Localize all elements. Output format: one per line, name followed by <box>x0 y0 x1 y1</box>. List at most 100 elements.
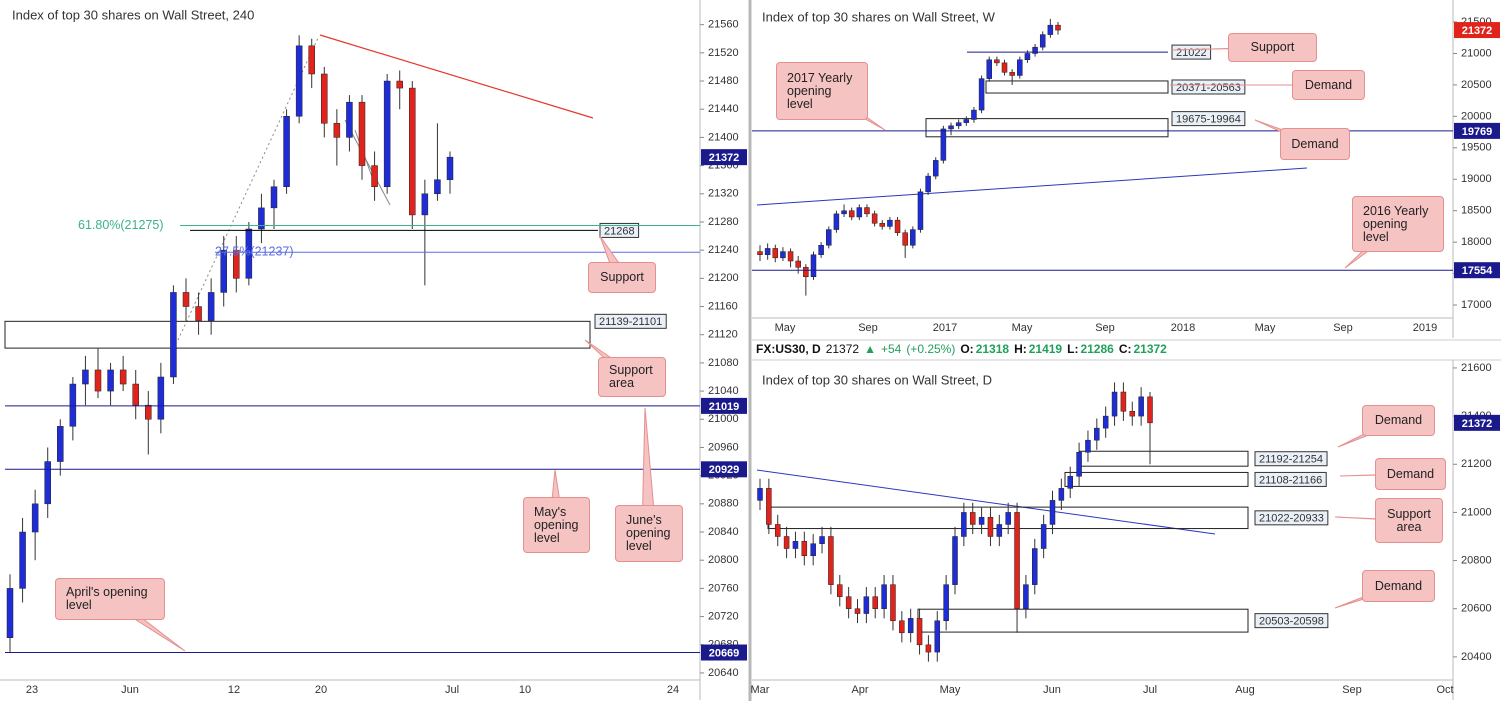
level-label-box <box>1171 111 1246 127</box>
candle-body <box>409 87 416 216</box>
candle-body <box>943 584 949 622</box>
candle-body <box>1058 488 1065 501</box>
price-label: 19769 <box>1462 126 1493 138</box>
x-tick-label: Mar <box>751 684 770 696</box>
candle-body <box>932 160 939 177</box>
y-tick-label: 20960 <box>708 441 739 453</box>
price-label: 20669 <box>709 647 740 659</box>
header-text: ▲ <box>864 342 876 356</box>
y-tick-label: 21400 <box>708 131 739 143</box>
candle-body <box>766 488 772 525</box>
y-tick-label: 18000 <box>1461 236 1492 248</box>
candle-body <box>955 122 962 127</box>
callout: Support <box>588 262 656 293</box>
x-tick-label: May <box>775 322 796 334</box>
header-text: (+0.25%) <box>906 342 955 356</box>
candle-body <box>803 267 809 277</box>
candle-body <box>170 292 177 378</box>
callout: Support area <box>1375 498 1443 543</box>
y-tick-label: 21440 <box>708 103 739 115</box>
candle-body <box>69 383 77 427</box>
candle-body <box>819 536 825 544</box>
candle-body <box>295 45 303 117</box>
y-tick-label: 21040 <box>708 385 739 397</box>
price-label: 21372 <box>709 152 740 164</box>
level-label: 20503-20598 <box>1259 616 1324 628</box>
candle-body <box>1017 59 1023 76</box>
candle-body <box>6 588 14 638</box>
x-tick-label: 2018 <box>1171 322 1195 334</box>
candle-body <box>1076 451 1082 477</box>
y-tick-label: 21000 <box>1461 506 1492 518</box>
candle-body <box>994 59 1000 64</box>
callout: Demand <box>1280 128 1350 160</box>
x-tick-label: Jun <box>1043 684 1061 696</box>
level-label: 21192-21254 <box>1259 454 1323 466</box>
candle-body <box>396 80 403 89</box>
candle-body <box>757 251 763 255</box>
header-text: FX:US30, D <box>756 342 821 356</box>
candle-body <box>792 541 799 549</box>
header-text: 21419 <box>1029 342 1063 356</box>
price-label-box <box>701 461 747 478</box>
price-label: 17554 <box>1462 265 1493 277</box>
x-tick-label: 10 <box>519 684 531 696</box>
candle-body <box>864 207 870 215</box>
callout: 2016 Yearly opening level <box>1352 196 1444 252</box>
x-tick-label: May <box>1255 322 1276 334</box>
y-tick-label: 21120 <box>708 329 738 341</box>
fib-line <box>177 37 319 341</box>
candle-body <box>894 219 901 233</box>
trendline <box>756 167 1308 206</box>
candle-body <box>925 644 932 653</box>
callout: Support area <box>598 357 666 397</box>
candle-body <box>925 175 931 193</box>
candle-body <box>902 232 908 246</box>
x-tick-label: 23 <box>26 684 38 696</box>
level-label: 21022-20933 <box>1259 513 1324 525</box>
candle-body <box>107 369 114 392</box>
price-label-box <box>701 149 747 166</box>
chart-title: Index of top 30 shares on Wall Street, D <box>762 372 992 387</box>
candle-body <box>783 536 790 549</box>
level-label: 21268 <box>604 225 635 237</box>
candle-body <box>1120 391 1127 412</box>
x-tick-label: Sep <box>858 322 878 334</box>
candle-body <box>94 369 102 392</box>
price-label-box <box>701 397 747 414</box>
x-tick-label: Sep <box>1333 322 1353 334</box>
price-label-box <box>1454 122 1500 139</box>
candle-body <box>787 251 794 262</box>
candle-body <box>220 249 227 293</box>
header-text: 21372 <box>826 342 860 356</box>
fib-label: 61.80%(21275) <box>78 218 163 232</box>
candle-body <box>119 369 127 385</box>
candle-body <box>987 516 994 537</box>
header-text: 21286 <box>1080 342 1114 356</box>
x-tick-label: May <box>940 684 961 696</box>
candle-body <box>1001 62 1008 73</box>
candle-body <box>57 426 64 462</box>
candle-body <box>157 376 165 420</box>
price-label: 21372 <box>1462 418 1493 430</box>
candle-body <box>245 228 253 279</box>
y-tick-label: 20400 <box>1461 651 1492 663</box>
level-label-box <box>1254 451 1328 467</box>
level-label-box <box>1254 471 1327 487</box>
candle-body <box>774 524 781 537</box>
header-text: +54 <box>881 342 902 356</box>
fib-label: 27.5%(21237) <box>215 245 294 259</box>
y-tick-label: 20800 <box>708 554 739 566</box>
candle-body <box>1129 411 1136 417</box>
level-label: 21139-21101 <box>599 316 662 328</box>
level-label-box <box>594 313 667 329</box>
level-label: 21108-21166 <box>1259 474 1322 486</box>
price-label-box <box>1454 414 1500 431</box>
price-label: 21019 <box>709 401 740 413</box>
candle-body <box>899 620 905 634</box>
callout: Demand <box>1375 458 1446 490</box>
y-tick-label: 21560 <box>708 19 739 31</box>
candle-body <box>810 543 816 557</box>
candle-body <box>757 488 763 501</box>
